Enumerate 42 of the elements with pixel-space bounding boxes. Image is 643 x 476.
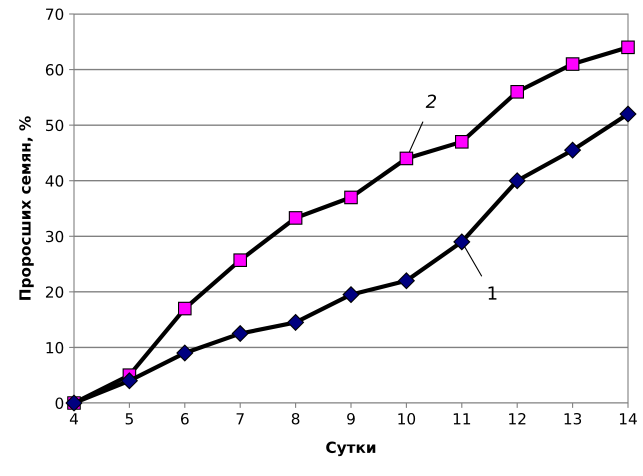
point	[564, 142, 582, 159]
y-tick-label: 20	[46, 286, 64, 298]
y-tick-label: 60	[46, 64, 64, 76]
y-tick-label: 40	[46, 175, 64, 187]
point	[566, 57, 580, 71]
x-tick-label: 4	[70, 413, 78, 424]
x-tick-label: 5	[126, 413, 133, 425]
point	[287, 314, 304, 331]
point	[621, 40, 635, 54]
point	[178, 302, 192, 316]
x-tick-label: 12	[509, 412, 526, 424]
point	[454, 135, 469, 149]
point	[400, 152, 414, 166]
x-tick-label: 11	[454, 413, 470, 424]
annotation: 1	[488, 286, 496, 300]
x-tick-label: 6	[181, 412, 189, 425]
y-tick-label: 10	[46, 342, 64, 354]
x-tick-label: 10	[398, 412, 416, 425]
point	[453, 233, 470, 250]
y-tick-label: 30	[46, 230, 64, 242]
x-tick-label: 13	[564, 412, 582, 425]
x-tick-label: 7	[236, 413, 244, 424]
point	[510, 84, 524, 99]
x-axis-title: Сутки	[326, 442, 376, 456]
y-tick-label: 70	[46, 8, 64, 20]
point	[120, 372, 138, 390]
y-tick-label: 0	[56, 397, 64, 410]
point	[342, 286, 360, 304]
point	[344, 190, 358, 204]
point	[620, 106, 636, 122]
point	[288, 211, 302, 225]
point	[233, 253, 248, 267]
x-tick-label: 14	[620, 413, 637, 424]
x-tick-label: 9	[347, 412, 355, 425]
point	[508, 172, 526, 190]
point	[176, 344, 194, 362]
y-axis-title: Проросших семян, %	[19, 116, 34, 300]
annotation: 2	[426, 94, 436, 108]
point	[232, 325, 249, 342]
x-tick-label: 8	[292, 412, 300, 425]
y-tick-label: 50	[46, 120, 64, 132]
point	[398, 272, 415, 290]
